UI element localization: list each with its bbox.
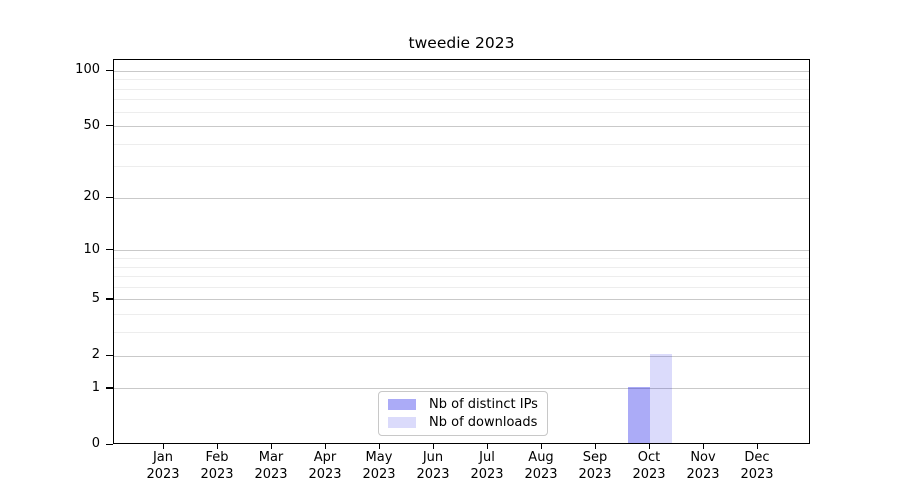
y-tick: [106, 196, 113, 199]
x-tick: [324, 444, 326, 449]
bar: [650, 354, 672, 443]
x-tick-label: Mar 2023: [239, 450, 303, 483]
x-tick-month: Sep: [582, 450, 608, 465]
x-tick-month: Aug: [528, 450, 554, 465]
x-tick-label: Oct 2023: [617, 450, 681, 483]
gridline-minor: [114, 276, 809, 278]
y-tick: [106, 354, 113, 356]
x-tick-label: Nov 2023: [671, 450, 735, 483]
x-tick: [648, 444, 650, 449]
gridline-minor: [114, 79, 809, 81]
x-tick: [432, 444, 434, 449]
x-tick: [162, 444, 164, 449]
x-tick-month: Nov: [690, 450, 716, 465]
x-tick-label: Sep 2023: [563, 450, 627, 483]
x-tick-month: Jan: [152, 450, 174, 465]
legend-swatch-downloads-icon: [388, 417, 416, 428]
x-tick: [270, 444, 272, 449]
y-tick-label: 5: [91, 290, 100, 306]
x-tick-year: 2023: [308, 466, 342, 482]
x-tick-year: 2023: [524, 466, 558, 482]
x-tick-month: Feb: [205, 450, 229, 465]
x-tick-year: 2023: [416, 466, 450, 482]
y-tick: [106, 249, 113, 251]
x-tick: [378, 444, 380, 449]
gridline-minor: [114, 266, 809, 268]
gridline-minor: [114, 111, 809, 113]
gridline-minor: [114, 88, 809, 90]
x-tick-year: 2023: [578, 466, 612, 482]
y-tick-label: 50: [83, 117, 100, 133]
x-tick-month: Mar: [258, 450, 284, 465]
gridline-minor: [114, 166, 809, 168]
y-tick-label: 1: [91, 379, 100, 395]
x-tick-label: Feb 2023: [185, 450, 249, 483]
y-tick: [106, 443, 113, 445]
y-tick-label: 20: [83, 189, 100, 205]
x-tick: [756, 444, 758, 449]
x-tick-label: Jul 2023: [455, 450, 519, 483]
gridline-major: [114, 197, 809, 199]
x-tick-month: Jun: [422, 450, 444, 465]
y-tick: [106, 387, 113, 389]
x-tick-year: 2023: [686, 466, 720, 482]
y-tick-label: 0: [91, 436, 100, 451]
chart-title: tweedie 2023: [408, 34, 515, 52]
x-tick-year: 2023: [740, 466, 774, 482]
gridline-major: [114, 126, 809, 128]
x-tick: [702, 444, 704, 449]
gridline-major: [114, 250, 809, 252]
x-tick: [540, 444, 542, 449]
x-tick-label: Aug 2023: [509, 450, 573, 483]
legend-item-distinct-ips: Nb of distinct IPs: [388, 397, 538, 412]
gridline-major: [114, 70, 809, 72]
y-tick-label: 2: [91, 347, 100, 363]
legend-label-distinct-ips: Nb of distinct IPs: [429, 397, 538, 412]
gridline-minor: [114, 99, 809, 101]
x-tick-year: 2023: [200, 466, 234, 482]
legend-label-downloads: Nb of downloads: [429, 415, 538, 430]
gridline-minor: [114, 143, 809, 145]
x-tick: [486, 444, 488, 449]
x-tick-label: Apr 2023: [293, 450, 357, 483]
x-tick-month: Jul: [479, 450, 495, 465]
x-tick-year: 2023: [362, 466, 396, 482]
gridline-minor: [114, 314, 809, 316]
gridline-minor: [114, 258, 809, 259]
x-tick-month: Oct: [637, 450, 661, 465]
y-tick-label: 10: [83, 241, 100, 257]
x-tick-month: Dec: [744, 450, 770, 465]
gridline-major: [114, 388, 809, 390]
x-tick-label: Dec 2023: [725, 450, 789, 483]
x-tick-label: May 2023: [347, 450, 411, 483]
y-tick-label: 100: [75, 62, 100, 78]
legend-item-downloads: Nb of downloads: [388, 415, 538, 430]
x-tick-label: Jan 2023: [131, 450, 195, 483]
x-tick-year: 2023: [470, 466, 504, 482]
y-tick: [106, 69, 113, 71]
legend: Nb of distinct IPs Nb of downloads: [378, 391, 548, 436]
x-tick-month: Apr: [313, 450, 337, 465]
gridline-minor: [114, 286, 809, 288]
gridline-major: [114, 299, 809, 301]
gridline-minor: [114, 332, 809, 334]
y-tick: [106, 125, 113, 127]
legend-swatch-distinct-ips-icon: [388, 399, 416, 410]
gridline-major: [114, 355, 809, 357]
x-tick: [594, 444, 596, 449]
x-tick-label: Jun 2023: [401, 450, 465, 483]
x-tick-year: 2023: [146, 466, 180, 482]
y-tick: [106, 298, 113, 300]
x-tick-year: 2023: [254, 466, 288, 482]
plot-area: [113, 59, 810, 444]
bar: [628, 386, 650, 443]
x-tick-month: May: [365, 450, 393, 465]
x-tick-year: 2023: [632, 466, 666, 482]
x-tick: [216, 444, 218, 449]
